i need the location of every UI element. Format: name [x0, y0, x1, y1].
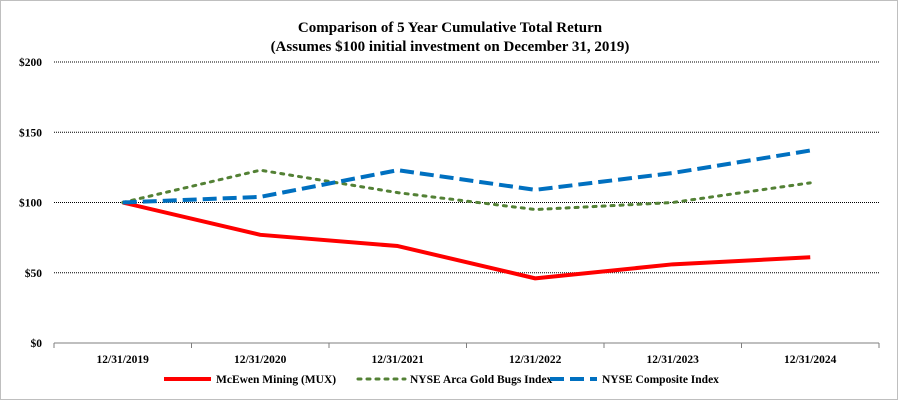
- y-tick-label: $0: [31, 337, 43, 350]
- y-tick-labels: $0 $50 $100 $150 $200: [19, 56, 42, 350]
- x-tick-label: 12/31/2024: [784, 354, 837, 366]
- chart-subtitle: (Assumes $100 initial investment on Dece…: [271, 39, 630, 55]
- series-line-3: [122, 148, 811, 205]
- series-line-1: [122, 200, 811, 281]
- x-tick-label: 12/31/2019: [97, 354, 150, 366]
- legend-label-2: NYSE Arca Gold Bugs Index: [410, 374, 553, 386]
- y-tick-label: $100: [19, 197, 42, 210]
- y-tick-label: $50: [25, 267, 43, 280]
- x-tick-label: 12/31/2022: [509, 354, 562, 366]
- series-lines: [121, 148, 812, 281]
- y-tick-label: $150: [19, 126, 42, 139]
- series-line-2: [121, 168, 812, 212]
- gridlines: [54, 61, 879, 274]
- x-tick-label: 12/31/2023: [647, 354, 700, 366]
- legend: McEwen Mining (MUX) NYSE Arca Gold Bugs I…: [164, 374, 719, 386]
- y-tick-label: $200: [19, 56, 42, 69]
- x-tick-label: 12/31/2021: [372, 354, 425, 366]
- axes: [53, 342, 880, 348]
- x-tick-label: 12/31/2020: [234, 354, 287, 366]
- x-tick-labels: 12/31/2019 12/31/2020 12/31/2021 12/31/2022…: [97, 354, 837, 366]
- legend-label-3: NYSE Composite Index: [602, 374, 719, 386]
- chart-title: Comparison of 5 Year Cumulative Total Re…: [298, 20, 603, 36]
- legend-label-1: McEwen Mining (MUX): [216, 374, 336, 386]
